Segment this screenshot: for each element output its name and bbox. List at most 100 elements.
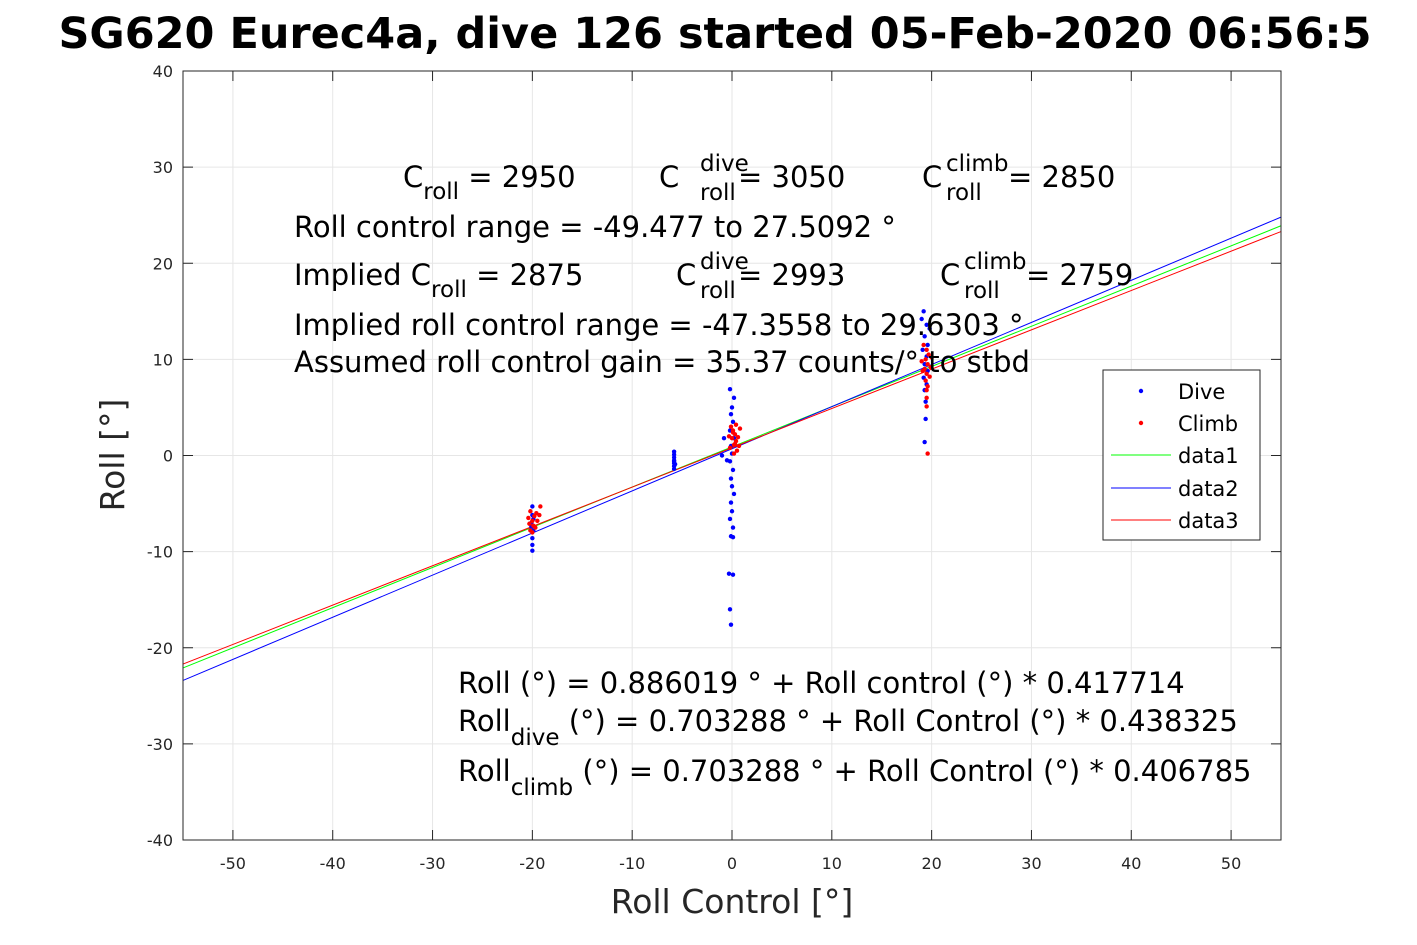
annotation-fit-climb: Rollclimb (°) = 0.703288 ° + Roll Contro…: [458, 754, 1251, 801]
dive-point: [922, 439, 927, 445]
climb-point: [728, 424, 734, 429]
dive-point: [730, 467, 736, 473]
climb-point: [526, 515, 531, 521]
dive-point: [671, 449, 677, 454]
climb-point: [924, 404, 929, 409]
climb-point: [732, 441, 738, 447]
annotation-c-roll-dive: C dive roll = 3050: [659, 151, 845, 206]
climb-point: [531, 523, 536, 528]
y-tick-label: -20: [147, 639, 173, 658]
climb-point: [527, 521, 532, 526]
climb-point: [535, 518, 540, 524]
y-tick-label: -10: [147, 543, 173, 562]
annotation-implied-c-roll-dive: C dive roll = 2993: [676, 249, 845, 304]
climb-point: [731, 451, 737, 456]
climb-point: [924, 395, 929, 401]
legend-label-data3: data3: [1178, 509, 1239, 533]
y-tick-label: 30: [153, 158, 173, 177]
dive-point: [727, 516, 733, 522]
dive-point: [726, 571, 732, 576]
climb-point: [736, 443, 742, 449]
y-tick-label: 10: [153, 350, 173, 369]
chart-title: SG620 Eurec4a, dive 126 started 05-Feb-2…: [58, 9, 1371, 59]
climb-point: [737, 426, 743, 431]
svg-text:roll: roll: [700, 180, 736, 206]
annotation-implied-c-roll-climb: C climb roll = 2759: [940, 249, 1133, 304]
climb-point: [924, 371, 929, 376]
climb-point: [727, 445, 733, 451]
x-tick-label: 0: [727, 854, 737, 873]
dive-point: [721, 435, 727, 441]
svg-text:roll: roll: [946, 180, 982, 206]
svg-text:Croll = 2950: Croll = 2950: [403, 160, 576, 205]
annotation-fit-dive: Rolldive (°) = 0.703288 ° + Roll Control…: [458, 704, 1238, 751]
climb-point: [528, 528, 533, 533]
legend-label-dive: Dive: [1178, 380, 1225, 404]
climb-point: [726, 434, 732, 439]
x-tick-label: 10: [822, 854, 842, 873]
svg-text:= 2850: = 2850: [1008, 160, 1115, 194]
legend-marker-climb: [1138, 420, 1144, 426]
y-tick-label: 0: [163, 447, 173, 466]
svg-text:climb: climb: [946, 151, 1008, 177]
annotation-roll-control-range: Roll control range = -49.477 to 27.5092 …: [294, 210, 896, 244]
svg-text:climb: climb: [964, 249, 1026, 275]
dive-point: [730, 419, 736, 425]
dive-point: [731, 491, 737, 497]
dive-point: [729, 484, 735, 489]
x-tick-label: 50: [1221, 854, 1241, 873]
x-tick-label: 20: [921, 854, 941, 873]
climb-point: [920, 368, 925, 374]
x-tick-labels: -50 -40 -30 -20 -10 0 10 20 30 40 50: [220, 854, 1241, 873]
x-tick-label: -40: [320, 854, 346, 873]
x-axis-label: Roll Control [°]: [611, 882, 854, 921]
climb-point: [923, 357, 928, 362]
svg-text:C: C: [659, 160, 679, 194]
x-tick-label: 30: [1021, 854, 1041, 873]
climb-point: [928, 364, 933, 370]
legend-marker-dive: [1138, 388, 1144, 394]
dive-point: [728, 411, 734, 417]
climb-point: [925, 361, 930, 367]
fit-line-data2: [182, 216, 1282, 681]
annotation-implied-range: Implied roll control range = -47.3558 to…: [294, 308, 1024, 342]
svg-text:= 2993: = 2993: [738, 258, 845, 292]
legend-label-climb: Climb: [1178, 412, 1238, 436]
climb-point: [919, 359, 924, 364]
climb-point: [926, 352, 931, 357]
svg-text:C: C: [940, 258, 960, 292]
dive-point: [729, 509, 735, 514]
dive-point: [730, 572, 736, 577]
dive-point: [530, 542, 535, 548]
dive-point: [923, 416, 928, 422]
climb-point: [927, 374, 932, 379]
dive-point: [919, 316, 924, 322]
y-tick-label: 20: [153, 254, 173, 273]
dive-point: [731, 395, 737, 401]
climb-point: [925, 384, 930, 389]
svg-text:= 3050: = 3050: [738, 160, 845, 194]
dive-point: [530, 504, 535, 509]
svg-text:dive: dive: [700, 151, 749, 177]
y-tick-label: -40: [147, 831, 173, 850]
climb-point: [923, 378, 928, 383]
annotation-c-roll-climb: C climb roll = 2850: [922, 151, 1115, 206]
x-tick-label: 40: [1121, 854, 1141, 873]
svg-text:roll: roll: [964, 278, 1000, 304]
svg-text:roll: roll: [700, 278, 736, 304]
dive-point: [927, 326, 932, 331]
climb-point: [730, 430, 736, 435]
y-tick-label: 40: [153, 62, 173, 81]
svg-text:Rolldive (°) = 0.703288 ° + Ro: Rolldive (°) = 0.703288 ° + Roll Control…: [458, 704, 1238, 751]
climb-point: [925, 451, 930, 456]
scatter-points: [526, 309, 934, 627]
dive-point: [719, 453, 725, 458]
dive-point: [730, 535, 736, 540]
climb-point: [538, 504, 543, 509]
x-tick-label: -10: [619, 854, 645, 873]
annotation-c-roll: Croll = 2950: [403, 160, 576, 205]
climb-point: [735, 435, 741, 440]
climb-point: [924, 347, 929, 352]
dive-point: [925, 342, 930, 348]
